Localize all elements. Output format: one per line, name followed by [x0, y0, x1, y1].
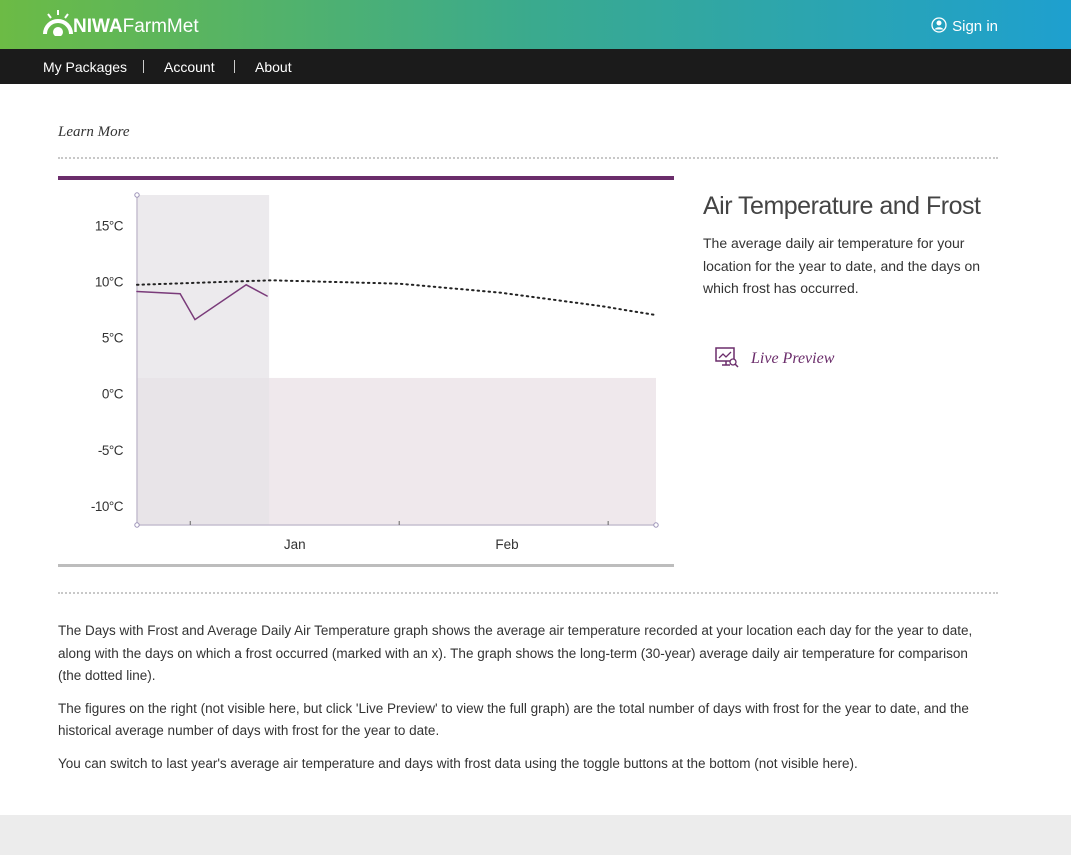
- chart-top-bar: [58, 176, 674, 180]
- nav-link[interactable]: Account: [164, 59, 215, 75]
- y-tick-label: -10°C: [91, 499, 124, 514]
- footer: [0, 815, 1071, 855]
- header: NIWAFarmMet Sign in: [0, 0, 1071, 49]
- user-icon: [931, 17, 947, 33]
- panel-title: Air Temperature and Frost: [703, 192, 981, 220]
- divider: [58, 592, 998, 594]
- axis-handle: [134, 522, 140, 528]
- nav-bar: My Packages Account About: [0, 49, 1071, 84]
- body-text: The Days with Frost and Average Daily Ai…: [58, 620, 988, 785]
- logo[interactable]: NIWAFarmMet: [43, 8, 199, 38]
- chart-bottom-bar: [58, 564, 674, 567]
- normal-line: [136, 279, 657, 317]
- panel-description: The average daily air temperature for yo…: [703, 235, 981, 296]
- paragraph: The figures on the right (not visible he…: [58, 700, 969, 739]
- paragraph: You can switch to last year's average ai…: [58, 755, 858, 771]
- section-label: Learn More: [58, 124, 130, 140]
- axis-handle: [653, 522, 659, 528]
- temperature-line: [136, 283, 268, 321]
- nav-link[interactable]: About: [255, 59, 292, 75]
- y-tick-label: 15°C: [95, 218, 124, 233]
- sign-in-text: Sign in: [952, 18, 998, 35]
- y-tick-label: -5°C: [98, 443, 124, 458]
- y-tick-label: 0°C: [102, 387, 124, 402]
- axis-handle: [134, 192, 140, 198]
- nav-separator: [234, 60, 235, 73]
- logo-icon: [43, 10, 73, 37]
- y-tick-label: 5°C: [102, 331, 124, 346]
- y-tick-label: 10°C: [95, 274, 124, 289]
- paragraph: The Days with Frost and Average Daily Ai…: [58, 623, 973, 683]
- x-tick-label: Feb: [495, 537, 518, 552]
- sign-in[interactable]: Sign in: [931, 17, 998, 35]
- logo-light: FarmMet: [122, 16, 199, 37]
- live-preview-icon: [715, 347, 739, 368]
- year-to-date-band: [137, 195, 270, 525]
- live-preview[interactable]: Live Preview: [715, 347, 834, 374]
- divider: [58, 157, 998, 159]
- chart: 15°C 10°C 5°C 0°C -5°C -10°C Jan Feb: [58, 176, 674, 567]
- nav-link[interactable]: My Packages: [43, 59, 128, 75]
- x-tick-label: Jan: [284, 537, 306, 552]
- live-preview-text: Live Preview: [751, 350, 835, 367]
- logo-bold: NIWA: [73, 16, 123, 37]
- nav-separator: [143, 60, 144, 73]
